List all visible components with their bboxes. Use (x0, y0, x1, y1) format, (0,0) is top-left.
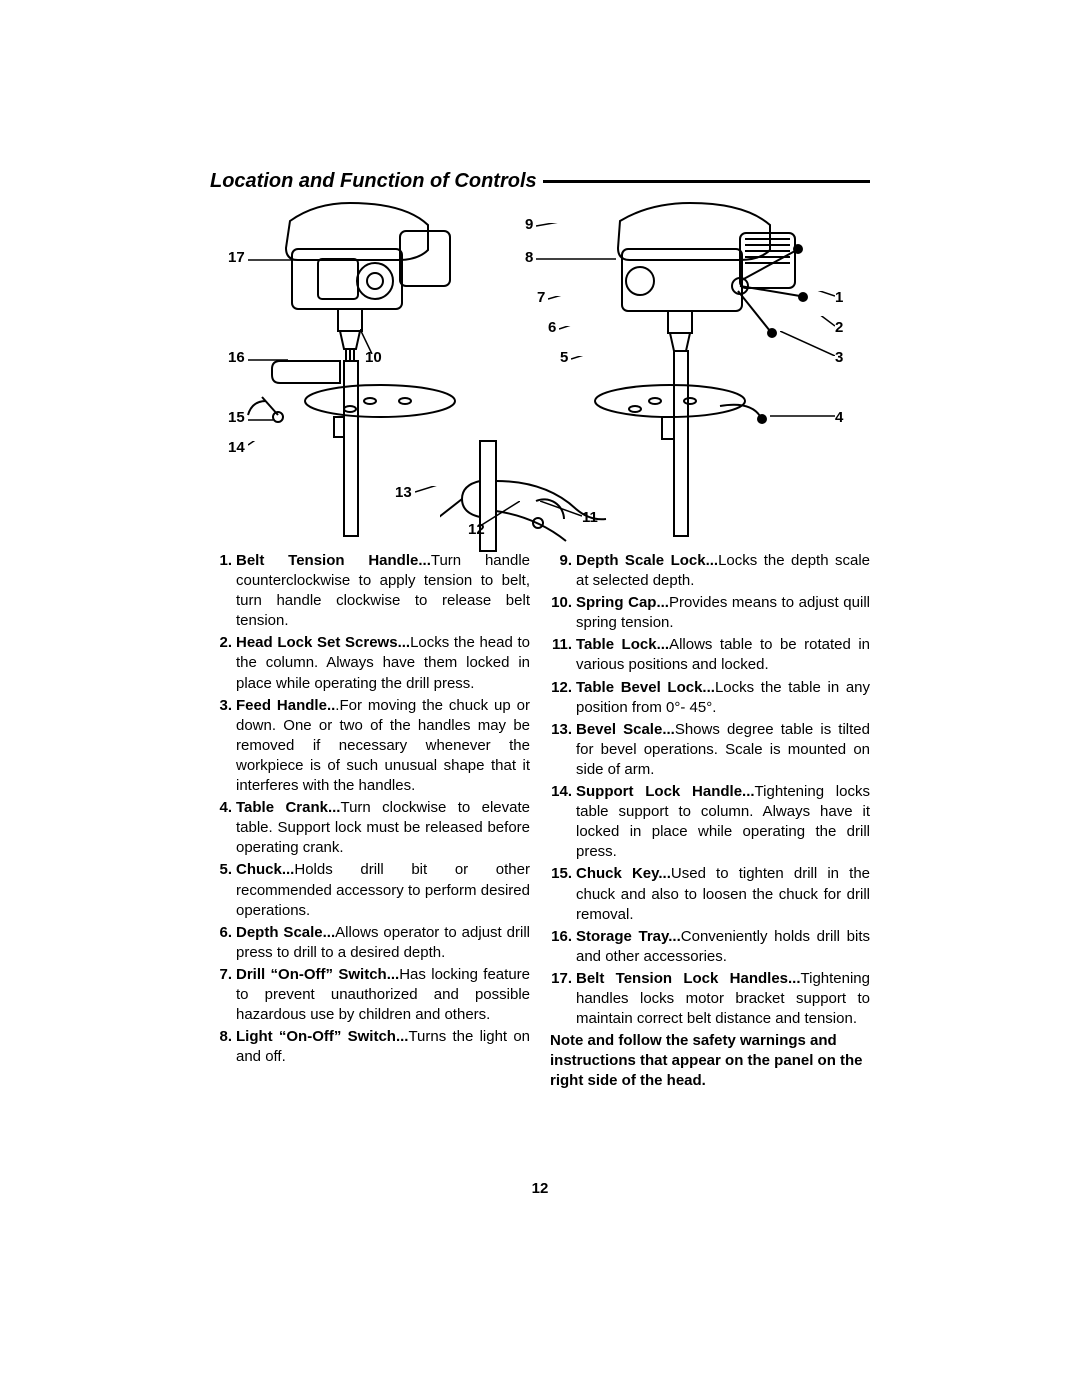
control-term: Storage Tray... (576, 928, 681, 945)
control-item: Depth Scale Lock...Locks the depth scale… (550, 551, 870, 591)
leader-7 (548, 296, 628, 306)
control-item: Support Lock Handle...Tightening locks t… (550, 782, 870, 862)
callout-7: 7 (537, 289, 545, 306)
controls-column-left: Belt Tension Handle...Turn handle counte… (210, 551, 530, 1091)
controls-diagram: 17 16 15 14 10 13 12 9 8 7 6 5 1 2 3 4 (210, 201, 870, 541)
control-term: Chuck... (236, 861, 294, 878)
control-term: Drill “On-Off” Switch... (236, 966, 399, 983)
control-term: Table Crank... (236, 799, 340, 816)
callout-11: 11 (582, 509, 598, 526)
control-item: Feed Handle...For moving the chuck up or… (210, 696, 530, 796)
control-term: Table Lock... (576, 636, 669, 653)
control-item: Head Lock Set Screws...Locks the head to… (210, 633, 530, 693)
callout-9: 9 (525, 216, 533, 233)
heading-rule (543, 180, 870, 183)
control-term: Head Lock Set Screws... (236, 634, 410, 651)
control-item: Belt Tension Handle...Turn handle counte… (210, 551, 530, 631)
callout-8: 8 (525, 249, 533, 266)
leader-11 (540, 501, 582, 521)
control-item: Table Crank...Turn clockwise to elevate … (210, 798, 530, 858)
callout-4: 4 (835, 409, 843, 426)
control-term: Bevel Scale... (576, 721, 675, 738)
section-heading: Location and Function of Controls (210, 170, 543, 193)
controls-list-right: Depth Scale Lock...Locks the depth scale… (550, 551, 870, 1029)
leader-6 (559, 326, 644, 336)
control-term: Spring Cap... (576, 594, 669, 611)
control-item: Chuck...Holds drill bit or other recomme… (210, 860, 530, 920)
control-term: Depth Scale... (236, 924, 335, 941)
control-term: Belt Tension Handle... (236, 552, 431, 569)
control-item: Bevel Scale...Shows degree table is tilt… (550, 720, 870, 780)
controls-list-left: Belt Tension Handle...Turn handle counte… (210, 551, 530, 1067)
callout-13: 13 (395, 484, 412, 501)
leader-2 (795, 316, 835, 331)
leader-9 (536, 223, 611, 233)
callout-15: 15 (228, 409, 245, 426)
control-term: Chuck Key... (576, 865, 671, 882)
control-item: Table Lock...Allows table to be rotated … (550, 635, 870, 675)
callout-2: 2 (835, 319, 843, 336)
leader-15 (248, 416, 273, 426)
callout-3: 3 (835, 349, 843, 366)
section-heading-row: Location and Function of Controls (210, 170, 870, 193)
callout-14: 14 (228, 439, 245, 456)
leader-14 (248, 441, 298, 471)
control-item: Drill “On-Off” Switch...Has locking feat… (210, 965, 530, 1025)
control-term: Depth Scale Lock... (576, 552, 718, 569)
controls-columns: Belt Tension Handle...Turn handle counte… (210, 551, 870, 1091)
control-term: Belt Tension Lock Handles... (576, 970, 801, 987)
callout-6: 6 (548, 319, 556, 336)
leader-5 (571, 356, 661, 366)
leader-12 (480, 501, 520, 526)
leader-13 (415, 486, 460, 506)
control-term: Light “On-Off” Switch... (236, 1028, 408, 1045)
control-item: Depth Scale...Allows operator to adjust … (210, 923, 530, 963)
callout-17: 17 (228, 249, 245, 266)
control-term: Feed Handle.. (236, 697, 335, 714)
control-item: Storage Tray...Conveniently holds drill … (550, 927, 870, 967)
control-item: Light “On-Off” Switch...Turns the light … (210, 1027, 530, 1067)
leader-8 (536, 256, 616, 266)
leader-10 (360, 329, 375, 354)
callout-1: 1 (835, 289, 843, 306)
control-item: Spring Cap...Provides means to adjust qu… (550, 593, 870, 633)
control-item: Belt Tension Lock Handles...Tightening h… (550, 969, 870, 1029)
control-item: Chuck Key...Used to tighten drill in the… (550, 864, 870, 924)
callout-16: 16 (228, 349, 245, 366)
safety-note: Note and follow the safety warnings and … (550, 1031, 870, 1091)
control-item: Table Bevel Lock...Locks the table in an… (550, 678, 870, 718)
leader-17 (248, 256, 303, 266)
control-term: Support Lock Handle... (576, 783, 755, 800)
page-number: 12 (0, 1180, 1080, 1197)
leader-16 (248, 356, 288, 366)
control-term: Table Bevel Lock... (576, 679, 715, 696)
leader-4 (770, 413, 835, 423)
leader-1 (790, 291, 835, 301)
callout-5: 5 (560, 349, 568, 366)
leader-3 (780, 331, 835, 356)
manual-page: Location and Function of Controls (0, 0, 1080, 1397)
controls-column-right: Depth Scale Lock...Locks the depth scale… (550, 551, 870, 1091)
